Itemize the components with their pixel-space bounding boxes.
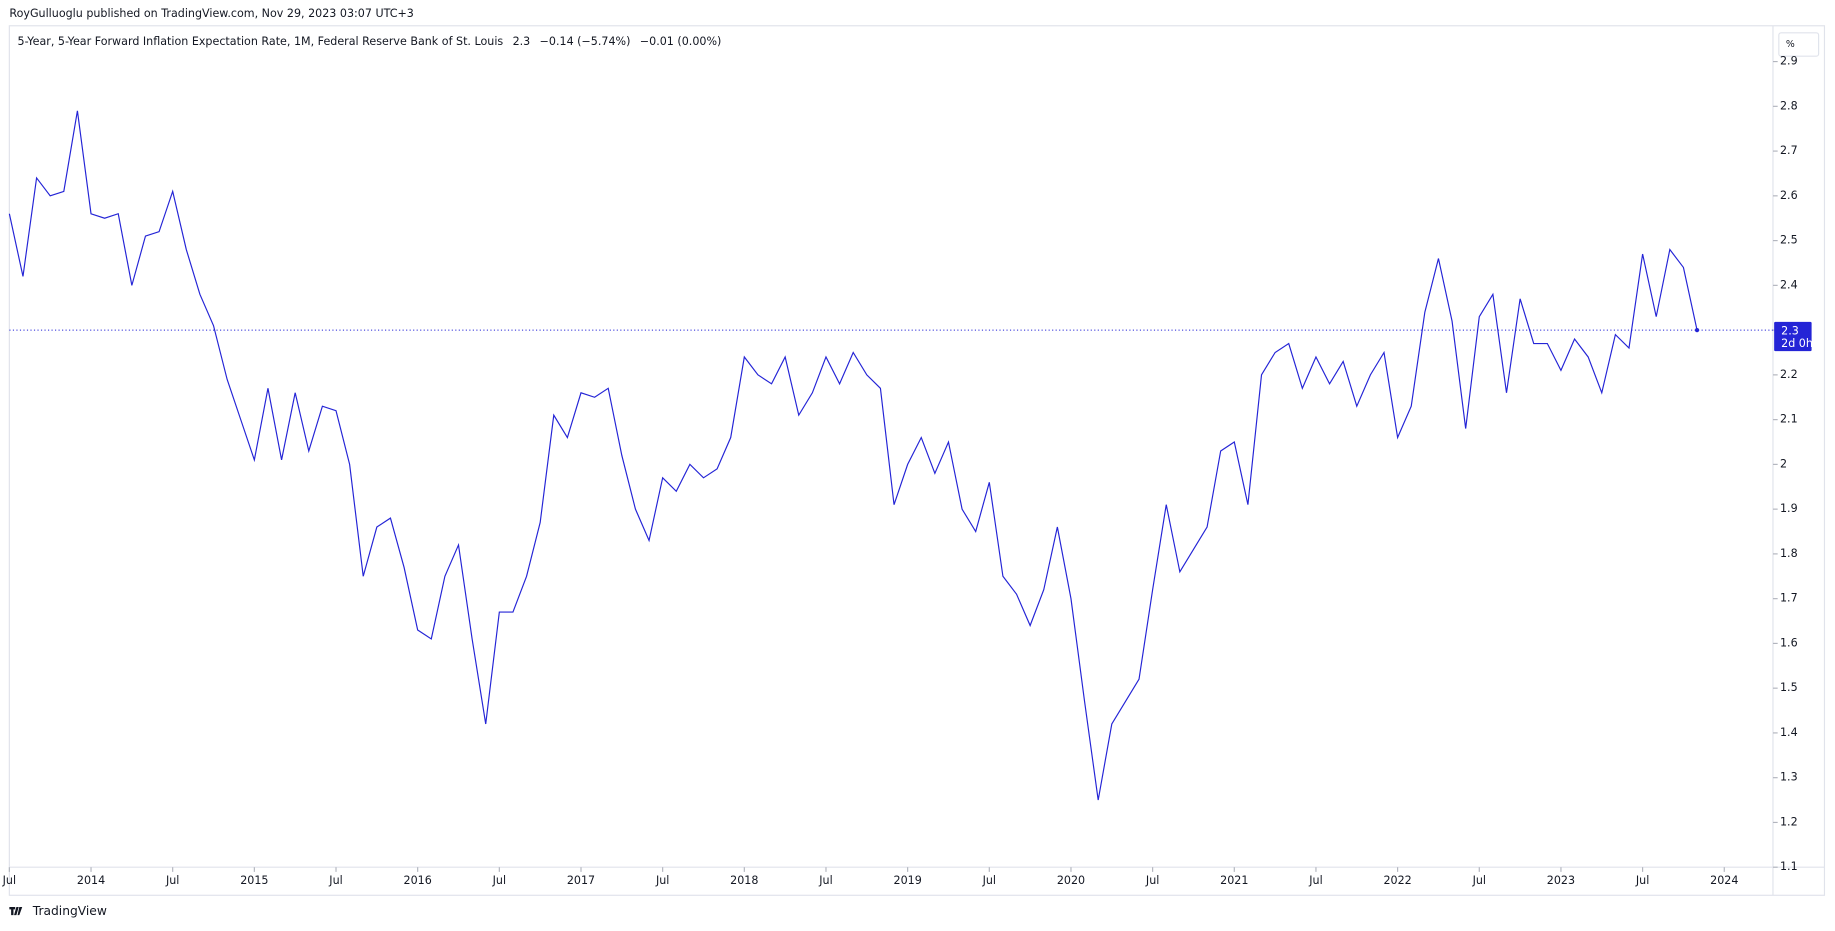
y-tick-label: 2.4 [1780, 278, 1798, 291]
legend: 5-Year, 5-Year Forward Inflation Expecta… [18, 35, 722, 48]
y-tick-label: 2 [1780, 457, 1787, 470]
x-tick-label: Jul [492, 874, 506, 887]
brand-name: TradingView [32, 904, 107, 918]
change: −0.14 (−5.74%) [540, 35, 631, 48]
x-tick-label: 2018 [730, 874, 758, 887]
y-tick-label: 1.1 [1780, 860, 1798, 873]
y-tick-label: 1.2 [1780, 815, 1798, 828]
chart-frame [8, 25, 1826, 896]
x-tick-label: Jul [1308, 874, 1322, 887]
y-tick-label: 1.8 [1780, 547, 1798, 560]
y-tick-label: 2.2 [1780, 368, 1798, 381]
x-tick-label: Jul [328, 874, 342, 887]
y-tick-label: 2.7 [1780, 144, 1798, 157]
y-tick-label: 2.6 [1780, 189, 1798, 202]
x-tick-label: Jul [1472, 874, 1486, 887]
change-2: −0.01 (0.00%) [640, 35, 722, 48]
countdown: 2d 0h [1781, 337, 1813, 350]
y-tick-label: 1.4 [1780, 726, 1798, 739]
x-tick-label: Jul [982, 874, 996, 887]
last-value: 2.3 [513, 35, 531, 48]
x-tick-label: Jul [1635, 874, 1649, 887]
y-tick-label: 1.3 [1780, 771, 1798, 784]
y-tick-label: 2.9 [1780, 55, 1798, 68]
y-tick-label: 1.9 [1780, 502, 1798, 515]
series-line [8, 110, 1698, 801]
x-tick-label: 2023 [1547, 874, 1575, 887]
publisher: RoyGulluoglu published on TradingView.co… [9, 7, 413, 20]
x-tick-label: 2014 [77, 874, 105, 887]
y-tick-label: 2.1 [1780, 413, 1798, 426]
y-tick-label: 2.8 [1780, 99, 1798, 112]
unit-box[interactable] [1778, 32, 1820, 57]
price-label: 2.3 [1781, 324, 1799, 337]
x-tick-label: Jul [818, 874, 832, 887]
y-tick-label: 1.5 [1780, 681, 1798, 694]
x-tick-label: Jul [2, 874, 16, 887]
x-tick-label: Jul [1145, 874, 1159, 887]
brand: TradingView [9, 904, 107, 918]
series-name: 5-Year, 5-Year Forward Inflation Expecta… [18, 35, 504, 48]
x-tick-label: 2021 [1220, 874, 1248, 887]
x-tick-label: 2024 [1710, 874, 1738, 887]
y-tick-label: 1.7 [1780, 592, 1798, 605]
x-tick-label: 2017 [567, 874, 595, 887]
x-tick-label: Jul [655, 874, 669, 887]
x-tick-label: 2016 [404, 874, 432, 887]
y-tick-label: 1.6 [1780, 636, 1798, 649]
y-tick-label: 2.5 [1780, 234, 1798, 247]
x-tick-label: 2015 [240, 874, 268, 887]
last-point [1694, 328, 1700, 333]
plot: 1.1 1.2 1.3 1.4 1.5 1.6 1.7 1.8 1.9 2 2.1 2.2 2.3 2.4… [2, 55, 1813, 888]
x-tick-label: Jul [165, 874, 179, 887]
price-label-box [1774, 321, 1812, 352]
x-tick-label: 2020 [1057, 874, 1085, 887]
x-tick-label: 2019 [894, 874, 922, 887]
brand-logo [9, 906, 23, 916]
unit: % [1786, 39, 1795, 50]
x-tick-label: 2022 [1383, 874, 1411, 887]
